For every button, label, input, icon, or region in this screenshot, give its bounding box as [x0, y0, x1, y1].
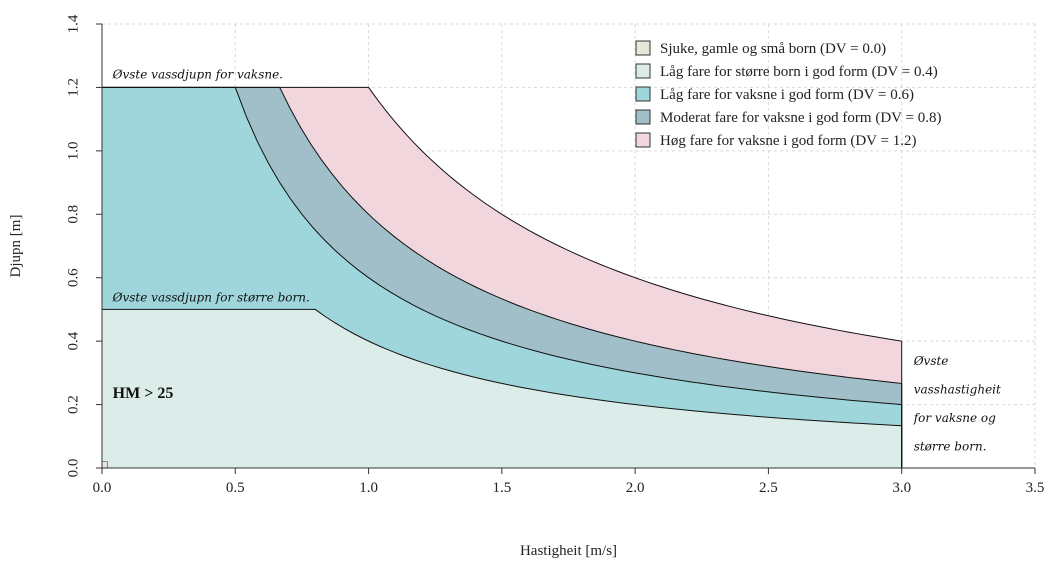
axis-ticks: 0.0 0.5 1.0 1.5 2.0 2.5 3.0 3.5 0.0 0.2 0.4 0.6 0.8 1… [65, 14, 1044, 496]
legend: Sjuke, gamle og små born (DV = 0.0) Låg f… [635, 40, 941, 149]
x-tick-label: 0.0 [93, 480, 112, 496]
x-tick-label: 3.0 [892, 480, 911, 496]
hazard-boundary-line [102, 86, 903, 468]
hazard-curves [102, 86, 903, 468]
y-axis-title: Djupn [m] [8, 215, 24, 278]
hazard-areas [101, 87, 902, 469]
hazard-boundary-line [102, 308, 903, 468]
legend-label: Låg fare for vaksne i god form (DV = 0.6… [660, 87, 914, 103]
x-tick-label: 3.5 [1026, 480, 1045, 496]
hazard-boundary-line [102, 86, 903, 468]
x-tick-label: 2.0 [626, 480, 645, 496]
legend-label: Moderat fare for vaksne i god form (DV =… [660, 110, 941, 126]
legend-label: Sjuke, gamle og små born (DV = 0.0) [660, 41, 886, 57]
x-tick-label: 1.0 [359, 480, 378, 496]
legend-label: Låg fare for større born i god form (DV … [660, 64, 938, 80]
annotation-velocity-line: vasshastigheit [914, 382, 1001, 396]
y-tick-label: 0.0 [65, 459, 81, 478]
annotation-velocity-line: Øvste [913, 354, 949, 368]
legend-swatch [635, 40, 651, 56]
legend-swatch [635, 86, 651, 102]
x-tick-label: 1.5 [492, 480, 511, 496]
legend-swatch [635, 132, 651, 148]
hazard-boundary-line [102, 86, 903, 468]
x-tick-label: 2.5 [759, 480, 778, 496]
hazard-area [101, 461, 108, 469]
annotation-adult-depth: Øvste vassdjupn for vaksne. [112, 67, 283, 81]
y-tick-label: 0.8 [65, 205, 81, 224]
y-tick-label: 0.6 [65, 268, 81, 287]
y-tick-label: 1.2 [65, 78, 81, 97]
y-tick-label: 0.4 [65, 331, 81, 350]
y-tick-label: 0.2 [65, 395, 81, 414]
hazard-area [102, 309, 902, 468]
x-tick-label: 0.5 [226, 480, 245, 496]
y-tick-label: 1.4 [65, 14, 81, 33]
annotation-velocity-line: for vaksne og [913, 411, 996, 425]
annotation-hm: HM > 25 [113, 385, 174, 402]
annotation-velocity-line: større born. [914, 440, 987, 454]
y-tick-label: 1.0 [65, 141, 81, 160]
legend-swatch [635, 63, 651, 79]
legend-swatch [635, 109, 651, 125]
legend-label: Høg fare for vaksne i god form (DV = 1.2… [660, 133, 916, 149]
x-axis-title: Hastigheit [m/s] [520, 543, 617, 559]
annotation-child-depth: Øvste vassdjupn for større born. [112, 290, 310, 304]
